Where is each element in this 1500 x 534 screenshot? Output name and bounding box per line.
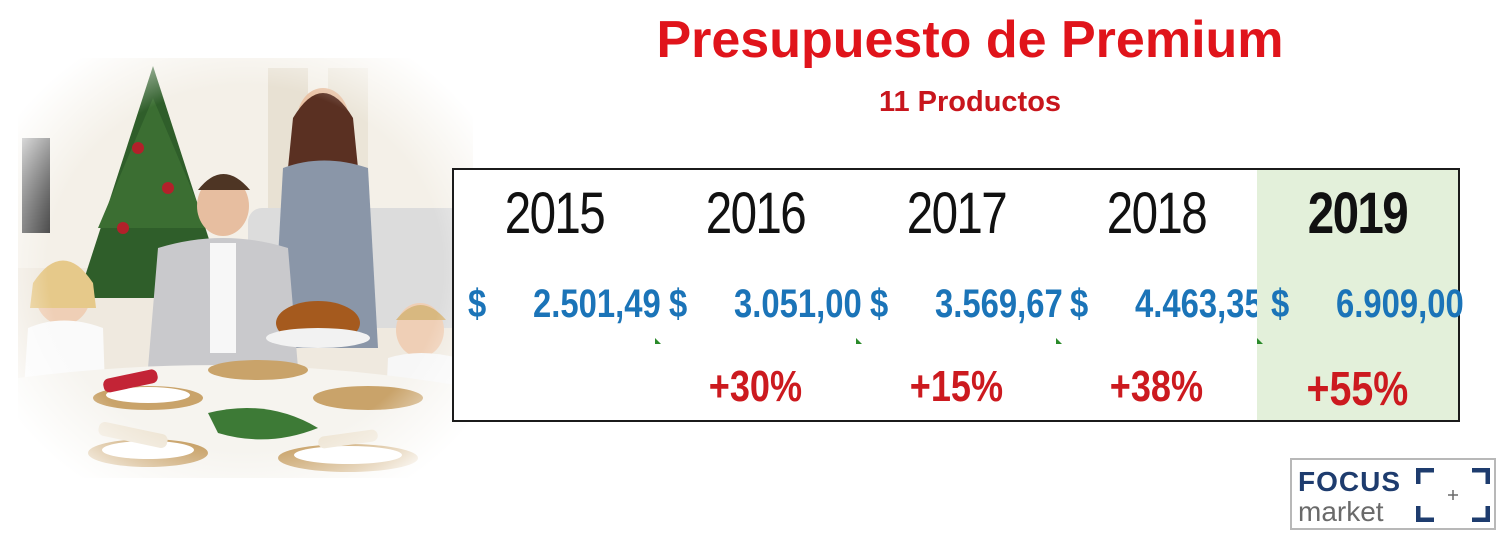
- amount-value: $ 2.501,49: [468, 282, 661, 327]
- amount-value: $ 4.463,35: [1070, 282, 1263, 327]
- budget-table: 2015 $ 2.501,49 2016 $ 3.051,00 +30% 201…: [452, 168, 1464, 422]
- year-column-2016: 2016 $ 3.051,00 +30%: [654, 170, 861, 420]
- currency-symbol: $: [1271, 282, 1290, 326]
- logo-text-focus: FOCUS: [1298, 466, 1401, 497]
- focus-frame-icon: [1416, 468, 1490, 522]
- logo-text-market: market: [1298, 496, 1384, 527]
- page-title: Presupuesto de Premium: [656, 11, 1284, 69]
- amount-number: 4.463,35: [1135, 282, 1264, 326]
- percent-change: +15%: [909, 362, 1003, 411]
- amount-value: $ 3.051,00: [669, 282, 862, 327]
- year-label: 2015: [504, 181, 606, 246]
- year-column-2018: 2018 $ 4.463,35 +38%: [1056, 170, 1263, 420]
- year-label: 2019: [1307, 181, 1409, 246]
- family-christmas-dinner-photo: [18, 58, 473, 478]
- percent-change: +38%: [1110, 362, 1204, 411]
- amount-value: $ 3.569,67: [870, 282, 1063, 327]
- year-label: 2017: [906, 181, 1007, 246]
- cell-marker-icon: [654, 338, 661, 344]
- year-label: 2018: [1107, 181, 1208, 246]
- cell-marker-icon: [855, 338, 862, 344]
- amount-number: 6.909,00: [1336, 282, 1464, 326]
- year-column-2017: 2017 $ 3.569,67 +15%: [855, 170, 1062, 420]
- currency-symbol: $: [468, 282, 487, 326]
- percent-change: +30%: [708, 362, 802, 411]
- currency-symbol: $: [1070, 282, 1089, 326]
- year-column-2019: 2019 $ 6.909,00 +55%: [1257, 170, 1464, 420]
- cell-marker-icon: [1257, 338, 1264, 344]
- cell-marker-icon: [1056, 338, 1063, 344]
- page-subtitle: 11 Productos: [878, 86, 1062, 118]
- currency-symbol: $: [869, 282, 888, 326]
- amount-number: 2.501,49: [533, 282, 661, 326]
- focus-market-logo: FOCUS market: [1290, 458, 1496, 530]
- amount-number: 3.569,67: [934, 282, 1063, 326]
- currency-symbol: $: [668, 282, 688, 326]
- amount-value: $ 6.909,00: [1271, 282, 1464, 327]
- year-column-2015: 2015 $ 2.501,49: [454, 170, 661, 420]
- amount-number: 3.051,00: [733, 282, 862, 326]
- percent-change: +55%: [1306, 363, 1409, 416]
- year-label: 2016: [705, 181, 807, 246]
